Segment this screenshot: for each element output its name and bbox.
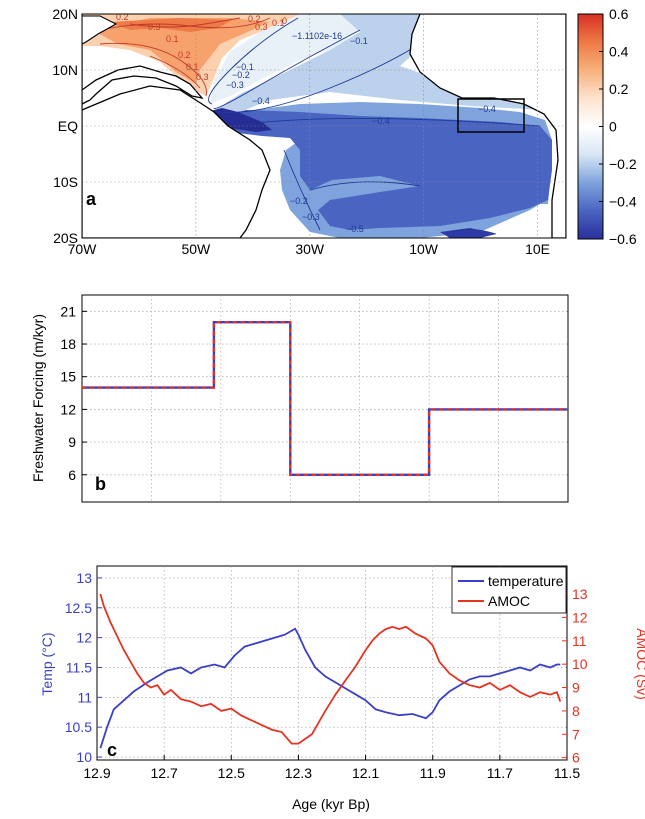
map-y-tick: 10N	[52, 62, 78, 78]
amoc-tick-label: 8	[572, 703, 580, 719]
age-tick-label: 12.7	[151, 765, 178, 781]
age-tick-label: 12.9	[83, 765, 110, 781]
temp-tick-label: 11	[77, 689, 92, 705]
panel-label-b: b	[95, 474, 106, 494]
contour-label: 0.3	[148, 22, 161, 32]
contour-label: −0.3	[226, 80, 244, 90]
forcing-y-label: Freshwater Forcing (m/kyr)	[30, 314, 46, 482]
forcing-y-tick: 9	[68, 434, 76, 450]
temp-tick-label: 13	[76, 570, 92, 586]
amoc-tick-label: 11	[572, 633, 587, 649]
contour-label: −0.4	[478, 104, 496, 114]
colorbar-tick-label: 0.4	[609, 44, 629, 60]
forcing-y-tick: 6	[68, 467, 76, 483]
map-y-tick: EQ	[58, 118, 78, 134]
age-tick-label: 12.5	[218, 765, 245, 781]
age-axis-label: Age (kyr Bp)	[292, 796, 370, 812]
contour-label: −0.4	[372, 116, 390, 126]
contour-label: 0.2	[178, 50, 191, 60]
forcing-frame	[82, 295, 568, 502]
colorbar-ticks: 0.6 0.4 0.2 0 −0.2 −0.4 −0.6	[599, 6, 637, 247]
map-y-tick: 20S	[53, 230, 78, 246]
amoc-tick-label: 9	[572, 680, 580, 696]
colorbar-tick-label: −0.4	[609, 194, 637, 210]
amoc-axis-label: AMOC (Sv)	[634, 628, 645, 700]
legend-label-amoc: AMOC	[488, 593, 530, 609]
forcing-panel: 6 9 12 15 18 21 Freshwater Forcing (m/kyr) b	[30, 295, 568, 502]
panel-label-a: a	[86, 189, 97, 209]
temp-tick-label: 12.5	[65, 600, 92, 616]
contour-label: −0.2	[232, 70, 250, 80]
contour-label: −0.2	[290, 196, 308, 206]
contour-label: −0.3	[302, 212, 320, 222]
contour-label: 0	[282, 16, 287, 26]
forcing-y-tick: 21	[60, 303, 76, 319]
forcing-y-tick: 12	[60, 401, 76, 417]
age-tick-label: 11.9	[420, 765, 446, 781]
temp-tick-label: 10	[76, 749, 92, 765]
map-y-tick: 20N	[52, 6, 78, 22]
age-tick-label: 12.1	[352, 765, 379, 781]
temp-tick-label: 11.5	[66, 659, 92, 675]
contour-label: −0.5	[346, 224, 364, 234]
map-panel: 0.20.30.10.20.10.30.20.3 0.10−1.1102e-16−…	[52, 6, 566, 257]
contour-label: 0.3	[196, 72, 209, 82]
temp-ticks: 10 10.5 11 11.5 12 12.5 13	[65, 570, 102, 765]
map-x-tick: 50W	[181, 241, 211, 257]
colorbar-tick-label: 0	[609, 119, 617, 135]
colorbar-tick-label: −0.2	[609, 156, 637, 172]
age-tick-label: 11.5	[554, 765, 580, 781]
contour-label: −0.1	[350, 36, 368, 46]
legend: temperature AMOC	[452, 567, 566, 613]
amoc-tick-label: 6	[572, 750, 580, 766]
temp-axis-label: Temp (°C)	[39, 632, 55, 695]
legend-label-temperature: temperature	[488, 573, 564, 589]
temp-amoc-panel: 12.9 12.7 12.5 12.3 12.1 11.9 11.7 11.5 1010.51…	[39, 566, 645, 812]
map-x-tick: 10E	[525, 241, 550, 257]
colorbar-tick-label: 0.6	[609, 6, 629, 22]
forcing-y-tick: 15	[60, 369, 76, 385]
contour-label: 0.1	[186, 62, 199, 72]
age-tick-label: 12.3	[285, 765, 312, 781]
panel-label-c: c	[107, 740, 117, 760]
amoc-tick-label: 13	[572, 586, 588, 602]
amoc-tick-label: 12	[572, 609, 588, 625]
map-x-tick: 30W	[295, 241, 325, 257]
map-x-tick: 10W	[409, 241, 439, 257]
temp-tick-label: 12	[76, 630, 92, 646]
contour-label: −0.4	[252, 96, 270, 106]
amoc-tick-label: 10	[572, 656, 588, 672]
temp-tick-label: 10.5	[65, 719, 92, 735]
contour-label: −1.1102e-16	[292, 31, 342, 41]
amoc-tick-label: 7	[572, 726, 580, 742]
colorbar-tick-label: 0.2	[609, 81, 629, 97]
colorbar-tick-label: −0.6	[609, 231, 637, 247]
age-tick-label: 11.7	[487, 765, 513, 781]
map-y-tick: 10S	[53, 174, 78, 190]
contour-label: 0.1	[166, 34, 179, 44]
forcing-y-tick: 18	[60, 336, 76, 352]
contour-label: 0.3	[255, 22, 268, 32]
colorbar: 0.6 0.4 0.2 0 −0.2 −0.4 −0.6	[578, 6, 637, 247]
